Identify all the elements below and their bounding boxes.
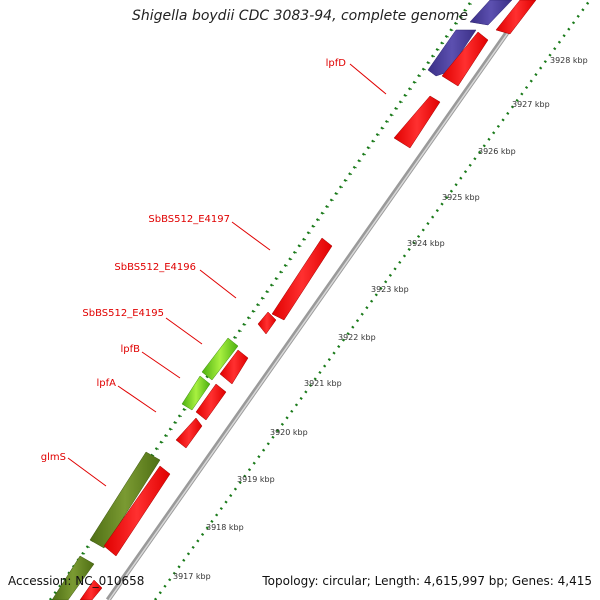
gene-label-lpfD: lpfD: [326, 58, 347, 69]
tick-label-3922: 3922 kbp: [338, 333, 376, 342]
tick-label-3925: 3925 kbp: [442, 193, 480, 202]
tick-label-3920: 3920 kbp: [270, 428, 308, 437]
gene-labels: lpfD SbBS512_E4197 SbBS512_E4196 SbBS512…: [41, 58, 347, 463]
tick-labels: 3928 kbp 3927 kbp 3926 kbp 3925 kbp 3924…: [173, 56, 588, 581]
genome-backbone: [105, 0, 533, 600]
map-title: Shigella boydii CDC 3083-94, complete ge…: [131, 8, 469, 24]
inner-dotted-ring: [153, 0, 592, 600]
tick-label-3921: 3921 kbp: [304, 379, 342, 388]
gene-label-SbBS512_E4197: SbBS512_E4197: [148, 214, 230, 225]
gene-red-2: [441, 31, 489, 87]
gene-lpfB: [201, 337, 239, 381]
gene-red-5: [257, 311, 277, 335]
gene-label-SbBS512_E4196: SbBS512_E4196: [114, 262, 196, 273]
gene-glmS: [89, 451, 161, 549]
gene-label-lpfB: lpfB: [120, 344, 140, 355]
outer-gene-track: [51, 0, 513, 600]
gene-label-glmS: glmS: [41, 452, 66, 463]
gene-olive-lower: [51, 555, 95, 600]
tick-label-3919: 3919 kbp: [237, 475, 275, 484]
gene-lpfA: [181, 375, 211, 411]
gene-blue-top: [469, 0, 513, 26]
gene-label-lpfA: lpfA: [97, 378, 117, 389]
inner-gene-track: [79, 0, 537, 600]
tick-label-3918: 3918 kbp: [206, 523, 244, 532]
gene-red-6: [219, 349, 249, 385]
gene-red-3: [393, 95, 441, 149]
tick-label-3924: 3924 kbp: [407, 239, 445, 248]
gene-red-10: [79, 579, 103, 600]
gene-lpfD-blue: [427, 29, 477, 77]
accession-text: Accession: NC_010658: [8, 574, 145, 588]
tick-label-3928: 3928 kbp: [550, 56, 588, 65]
gene-red-7: [195, 383, 227, 421]
gene-red-4: [271, 237, 333, 321]
tick-label-3917: 3917 kbp: [173, 572, 211, 581]
tick-label-3927: 3927 kbp: [512, 100, 550, 109]
label-leaders: [67, 63, 387, 487]
gene-red-top: [495, 0, 537, 35]
tick-label-3923: 3923 kbp: [371, 285, 409, 294]
gene-red-9: [103, 465, 171, 557]
gene-red-8: [175, 417, 203, 449]
tick-label-3926: 3926 kbp: [478, 147, 516, 156]
topology-text: Topology: circular; Length: 4,615,997 bp…: [262, 574, 592, 588]
gene-label-SbBS512_E4195: SbBS512_E4195: [82, 308, 164, 319]
